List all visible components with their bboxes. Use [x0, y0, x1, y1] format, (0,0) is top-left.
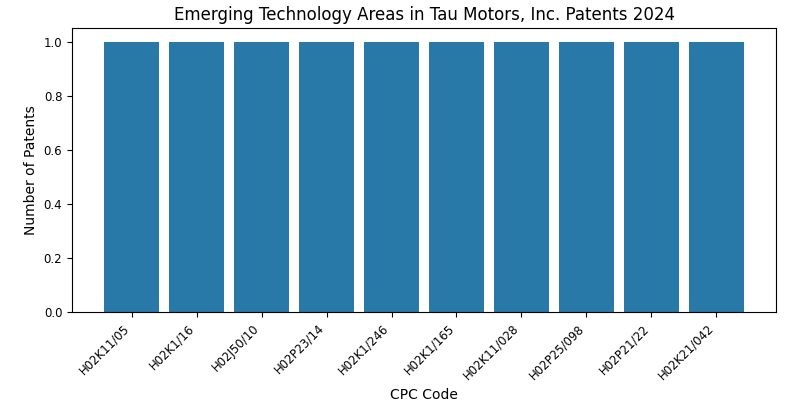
Bar — [429, 42, 484, 312]
Bar — [169, 42, 224, 312]
Bar — [689, 42, 744, 312]
Title: Emerging Technology Areas in Tau Motors, Inc. Patents 2024: Emerging Technology Areas in Tau Motors,… — [174, 6, 674, 24]
Bar — [559, 42, 614, 312]
X-axis label: CPC Code: CPC Code — [390, 388, 458, 400]
Bar — [104, 42, 159, 312]
Bar — [234, 42, 289, 312]
Bar — [299, 42, 354, 312]
Bar — [624, 42, 679, 312]
Y-axis label: Number of Patents: Number of Patents — [24, 105, 38, 235]
Bar — [364, 42, 419, 312]
Bar — [494, 42, 549, 312]
